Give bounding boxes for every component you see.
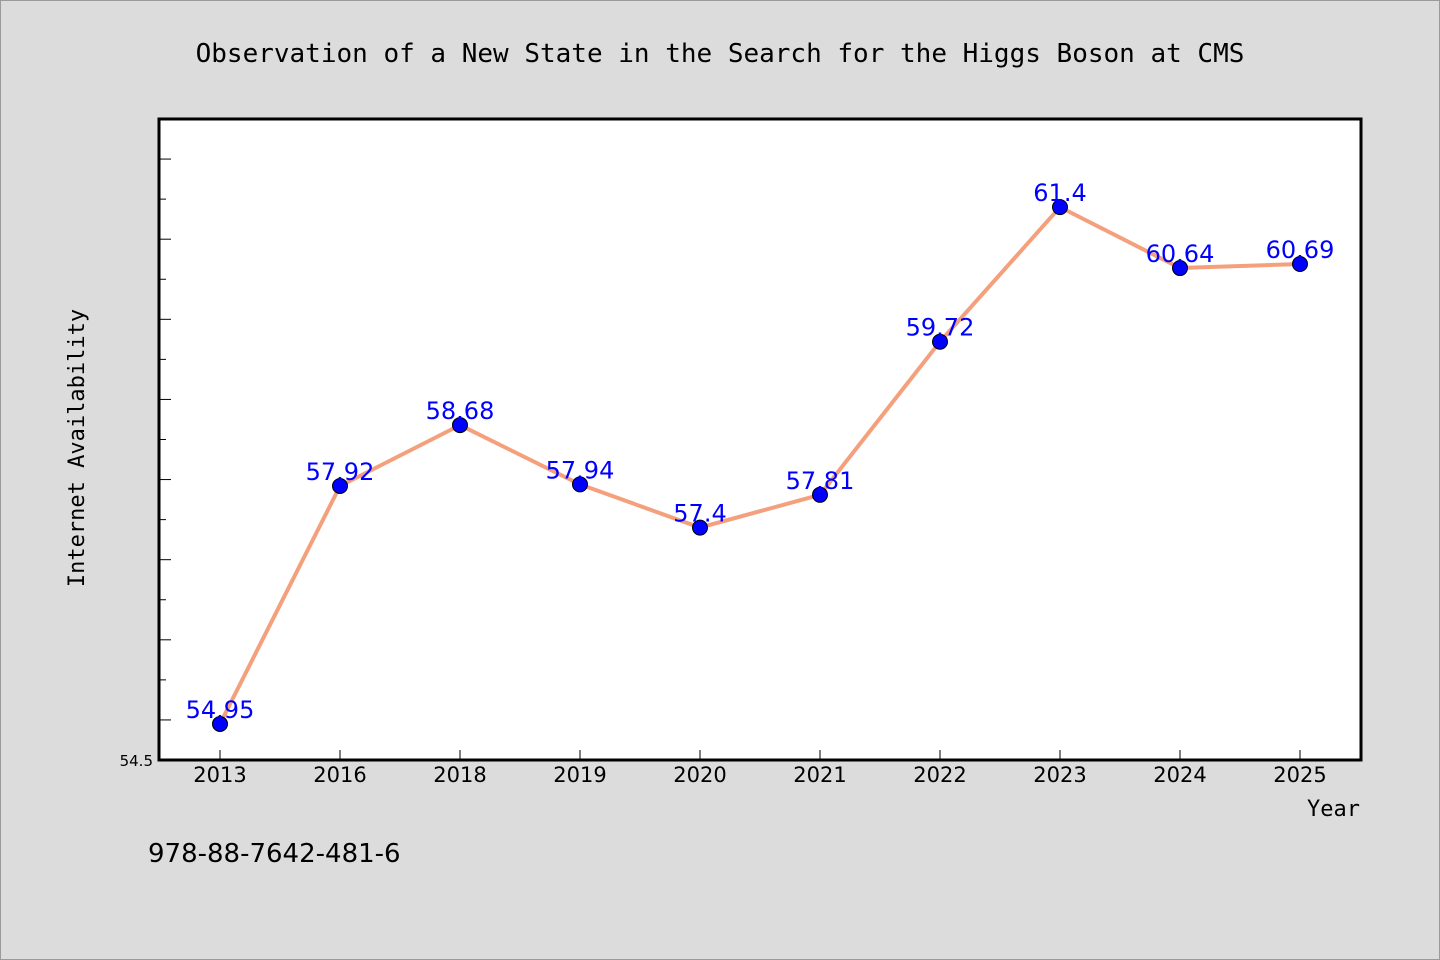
footer-isbn: 978-88-7642-481-6 (148, 839, 401, 869)
x-tick-label: 2021 (793, 763, 846, 787)
x-tick-label: 2023 (1033, 763, 1086, 787)
y-minor-ticks (159, 158, 171, 721)
data-label: 58.68 (426, 397, 495, 425)
chart-title: Observation of a New State in the Search… (196, 39, 1245, 69)
x-tick-label: 2019 (553, 763, 606, 787)
series-markers (212, 199, 1308, 732)
data-label: 60.64 (1146, 240, 1215, 268)
y-tick-label: 54.5 (120, 752, 153, 770)
data-labels: 54.95 57.92 58.68 57.94 57.4 57.81 59.72 61.4 60… (186, 179, 1335, 724)
data-label: 57.92 (306, 458, 375, 486)
x-tick-label: 2013 (193, 763, 246, 787)
x-tick-label: 2018 (433, 763, 486, 787)
data-label: 57.4 (673, 500, 726, 528)
data-point-marker (932, 333, 948, 350)
y-axis-label: Internet Availability (65, 309, 90, 587)
data-label: 57.81 (786, 467, 855, 495)
data-point-marker (1292, 256, 1308, 273)
data-point-marker (1172, 260, 1188, 277)
data-label: 54.95 (186, 696, 255, 724)
x-axis-ticks: 2013 2016 2018 2019 2020 2021 2022 2023 2024 2025 (193, 750, 1327, 787)
data-point-marker (332, 477, 348, 494)
x-tick-label: 2016 (313, 763, 366, 787)
data-point-marker (1052, 199, 1068, 216)
x-tick-label: 2024 (1153, 763, 1206, 787)
x-tick-label: 2022 (913, 763, 966, 787)
data-label: 60.69 (1266, 236, 1335, 264)
plot-area (157, 117, 1363, 762)
x-tick-label: 2025 (1273, 763, 1326, 787)
series-line (218, 205, 1301, 725)
data-point-marker (812, 486, 828, 503)
data-label: 59.72 (906, 314, 975, 342)
x-axis-label: Year (1307, 797, 1360, 822)
data-point-marker (692, 519, 708, 536)
data-label: 61.4 (1033, 179, 1086, 207)
data-point-marker (572, 476, 588, 493)
data-label: 57.94 (546, 456, 615, 484)
x-tick-label: 2020 (673, 763, 726, 787)
data-point-marker (212, 715, 228, 732)
data-point-marker (452, 417, 468, 434)
